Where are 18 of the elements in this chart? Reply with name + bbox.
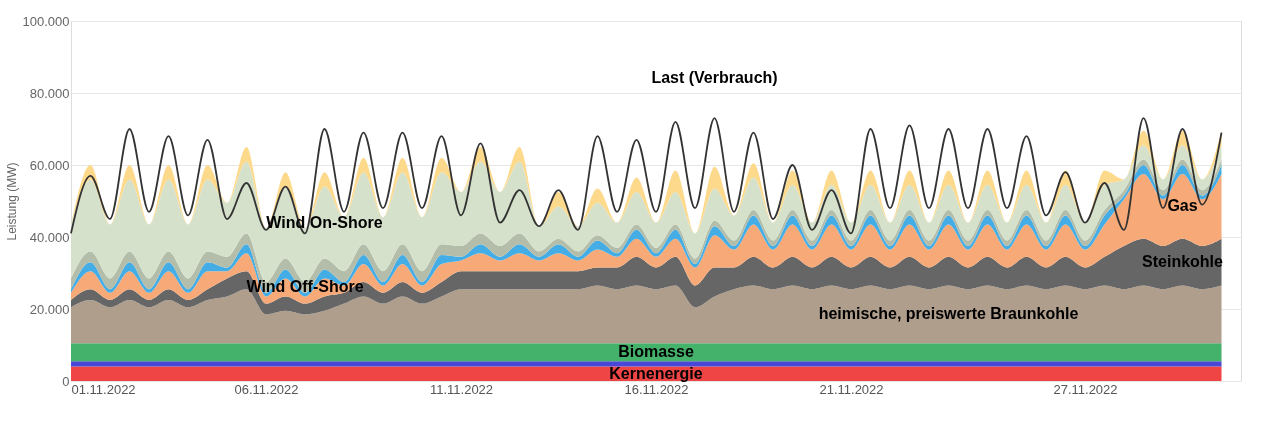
series-label: heimische, preiswerte Braunkohle (818, 305, 1079, 323)
x-tick-label: 16.11.2022 (624, 381, 689, 397)
x-tick-label: 11.11.2022 (429, 381, 494, 397)
y-tick-label: 80.000 (29, 85, 70, 101)
text: Last (Verbrauch) (651, 69, 778, 87)
y-tick-label: 40.000 (29, 229, 70, 245)
x-tick-label: 21.11.2022 (819, 381, 884, 397)
series-label: Kernenergie (609, 364, 703, 382)
y-tick-label: 0 (62, 373, 70, 389)
x-tick-label: 27.11.2022 (1053, 381, 1118, 397)
y-tick-label: 100.000 (22, 13, 70, 29)
series-label: Biomasse (618, 343, 694, 361)
x-tick-label: 06.11.2022 (234, 381, 299, 397)
x-tick-label: 01.11.2022 (71, 381, 136, 397)
y-tick-label: 60.000 (29, 157, 70, 173)
y-axis-title: Leistung (MW) (4, 162, 19, 241)
series-label: Gas (1167, 197, 1198, 215)
y-tick-label: 20.000 (29, 301, 70, 317)
